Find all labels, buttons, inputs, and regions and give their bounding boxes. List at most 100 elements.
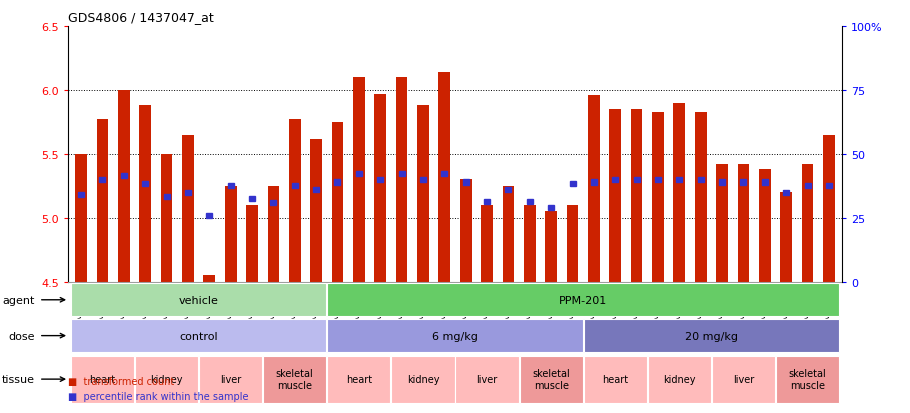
- Bar: [712, 356, 775, 403]
- Bar: [698, 178, 703, 183]
- Bar: [225, 186, 237, 282]
- Bar: [71, 319, 327, 352]
- Text: liver: liver: [733, 374, 754, 384]
- Bar: [356, 171, 362, 176]
- Bar: [313, 188, 319, 193]
- Bar: [161, 154, 172, 282]
- Text: skeletal
muscle: skeletal muscle: [532, 368, 570, 390]
- Bar: [71, 356, 134, 403]
- Bar: [378, 178, 383, 183]
- Bar: [673, 103, 685, 282]
- Bar: [826, 184, 832, 189]
- Bar: [139, 106, 151, 282]
- Text: liver: liver: [220, 374, 241, 384]
- Bar: [759, 170, 771, 282]
- Bar: [328, 319, 582, 352]
- Bar: [76, 154, 87, 282]
- Bar: [524, 206, 536, 282]
- Bar: [545, 212, 557, 282]
- Bar: [652, 112, 664, 282]
- Text: ■  percentile rank within the sample: ■ percentile rank within the sample: [68, 391, 248, 401]
- Text: kidney: kidney: [150, 374, 183, 384]
- Bar: [207, 213, 212, 218]
- Text: vehicle: vehicle: [178, 295, 218, 305]
- Bar: [804, 184, 811, 189]
- Text: agent: agent: [3, 295, 35, 305]
- Bar: [780, 193, 792, 282]
- Bar: [462, 180, 469, 185]
- Bar: [716, 165, 728, 282]
- Bar: [182, 135, 194, 282]
- Bar: [310, 139, 322, 282]
- Bar: [135, 356, 198, 403]
- Text: tissue: tissue: [2, 374, 35, 384]
- Bar: [588, 96, 600, 282]
- Bar: [164, 194, 169, 199]
- Bar: [548, 206, 554, 211]
- Bar: [118, 91, 130, 282]
- Text: 20 mg/kg: 20 mg/kg: [685, 331, 738, 341]
- Bar: [99, 178, 106, 183]
- Bar: [204, 276, 215, 282]
- Bar: [288, 120, 300, 282]
- Bar: [199, 356, 262, 403]
- Bar: [648, 356, 711, 403]
- Bar: [570, 181, 575, 186]
- Bar: [246, 206, 258, 282]
- Bar: [441, 171, 448, 176]
- Text: kidney: kidney: [407, 374, 440, 384]
- Bar: [591, 180, 597, 185]
- Bar: [520, 356, 582, 403]
- Bar: [374, 95, 386, 282]
- Bar: [439, 73, 450, 282]
- Bar: [185, 190, 191, 195]
- Bar: [527, 199, 532, 204]
- Bar: [738, 165, 749, 282]
- Bar: [776, 356, 839, 403]
- Text: ■  transformed count: ■ transformed count: [68, 376, 175, 386]
- Bar: [505, 188, 511, 193]
- Bar: [270, 200, 277, 206]
- Bar: [823, 135, 834, 282]
- Text: skeletal
muscle: skeletal muscle: [789, 368, 826, 390]
- Text: kidney: kidney: [663, 374, 695, 384]
- Bar: [96, 120, 108, 282]
- Bar: [762, 180, 768, 185]
- Bar: [391, 356, 455, 403]
- Text: 6 mg/kg: 6 mg/kg: [432, 331, 478, 341]
- Bar: [328, 284, 839, 316]
- Bar: [784, 190, 789, 195]
- Text: GDS4806 / 1437047_at: GDS4806 / 1437047_at: [68, 11, 214, 24]
- Text: skeletal
muscle: skeletal muscle: [276, 368, 314, 390]
- Text: PPM-201: PPM-201: [559, 295, 607, 305]
- Text: control: control: [179, 331, 217, 341]
- Bar: [78, 193, 84, 198]
- Bar: [631, 110, 642, 282]
- Text: heart: heart: [602, 374, 628, 384]
- Bar: [268, 186, 279, 282]
- Bar: [460, 180, 471, 282]
- Text: heart: heart: [89, 374, 116, 384]
- Bar: [655, 178, 661, 183]
- Bar: [399, 171, 405, 176]
- Bar: [610, 110, 622, 282]
- Bar: [396, 78, 408, 282]
- Bar: [583, 356, 647, 403]
- Bar: [633, 178, 640, 183]
- Bar: [481, 206, 493, 282]
- Text: heart: heart: [346, 374, 372, 384]
- Bar: [583, 319, 839, 352]
- Bar: [802, 165, 814, 282]
- Bar: [484, 199, 490, 204]
- Bar: [695, 112, 706, 282]
- Bar: [612, 178, 618, 183]
- Bar: [249, 197, 255, 202]
- Bar: [228, 184, 234, 189]
- Bar: [719, 180, 725, 185]
- Bar: [328, 356, 390, 403]
- Text: dose: dose: [8, 331, 35, 341]
- Bar: [263, 356, 327, 403]
- Bar: [741, 180, 746, 185]
- Bar: [455, 356, 519, 403]
- Bar: [142, 181, 148, 186]
